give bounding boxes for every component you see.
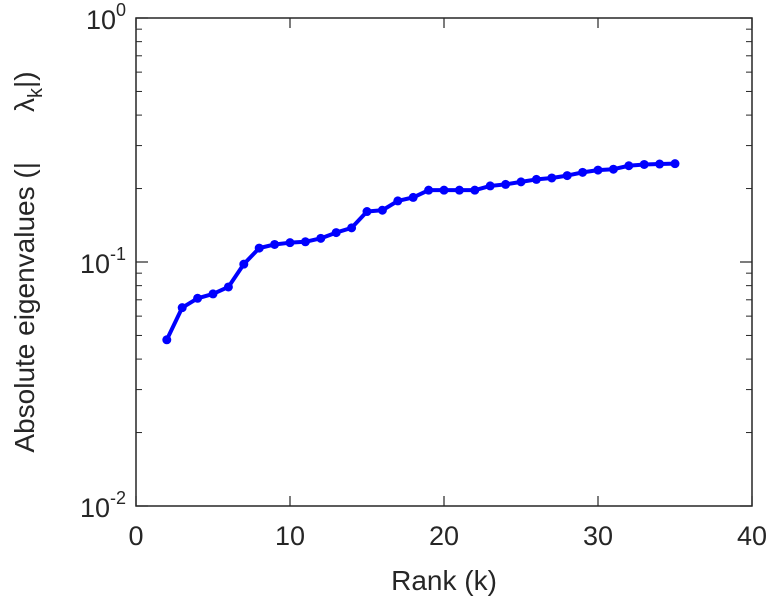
data-point: [300, 237, 310, 247]
y-axis-label-symbol: λ: [9, 98, 40, 112]
y-tick-base: 10: [80, 493, 110, 523]
plot-frame: [135, 17, 753, 507]
data-point: [608, 164, 618, 174]
data-point: [316, 233, 326, 243]
x-tick-label: 30: [583, 521, 613, 551]
data-point: [193, 293, 203, 303]
y-tick-base: 10: [86, 5, 116, 35]
data-point: [347, 223, 357, 233]
data-point: [501, 179, 511, 189]
x-tick-label: 0: [128, 521, 143, 551]
x-ticks: 0 10 20 30 40: [128, 18, 767, 551]
y-axis-label-prefix: Absolute eigenvalues (|: [9, 162, 40, 453]
data-point: [408, 192, 418, 202]
data-point: [531, 174, 541, 184]
x-tick-label: 20: [429, 521, 459, 551]
data-point: [470, 185, 480, 195]
data-point: [593, 165, 603, 175]
y-tick-label: 10-2: [80, 488, 126, 523]
data-point: [162, 335, 172, 345]
y-tick-label: 10-1: [80, 244, 126, 279]
y-axis-label: Absolute eigenvalues (| λk|): [9, 71, 47, 452]
data-point: [547, 173, 557, 183]
y-tick-exponent: -2: [110, 488, 126, 508]
data-point: [639, 159, 649, 169]
y-tick-base: 10: [80, 249, 110, 279]
data-point: [424, 185, 434, 195]
y-tick-label: 100: [86, 0, 126, 35]
data-point: [454, 185, 464, 195]
data-point: [624, 161, 634, 171]
data-point: [285, 238, 295, 248]
x-axis-label: Rank (k): [391, 565, 497, 596]
data-point: [362, 207, 372, 217]
y-axis-label-suffix: |): [9, 71, 40, 88]
data-point: [655, 159, 665, 169]
y-tick-exponent: -1: [110, 244, 126, 264]
y-tick-exponent: 0: [116, 0, 126, 20]
data-point: [223, 282, 233, 292]
data-point: [562, 171, 572, 181]
data-point: [377, 205, 387, 215]
data-point: [516, 177, 526, 187]
data-point: [254, 243, 264, 253]
series-line: [164, 161, 677, 342]
data-point: [393, 196, 403, 206]
y-minor-ticks: [136, 28, 752, 434]
x-tick-label: 10: [275, 521, 305, 551]
data-point: [270, 239, 280, 249]
data-point: [177, 303, 187, 313]
series-group: [162, 159, 680, 345]
data-point: [578, 167, 588, 177]
data-point: [670, 159, 680, 169]
data-point: [439, 185, 449, 195]
data-point: [239, 259, 249, 269]
data-point: [331, 228, 341, 238]
y-axis-label-subscript: k: [25, 87, 47, 98]
x-tick-label: 40: [737, 521, 767, 551]
data-point: [485, 181, 495, 191]
data-point: [208, 289, 218, 299]
